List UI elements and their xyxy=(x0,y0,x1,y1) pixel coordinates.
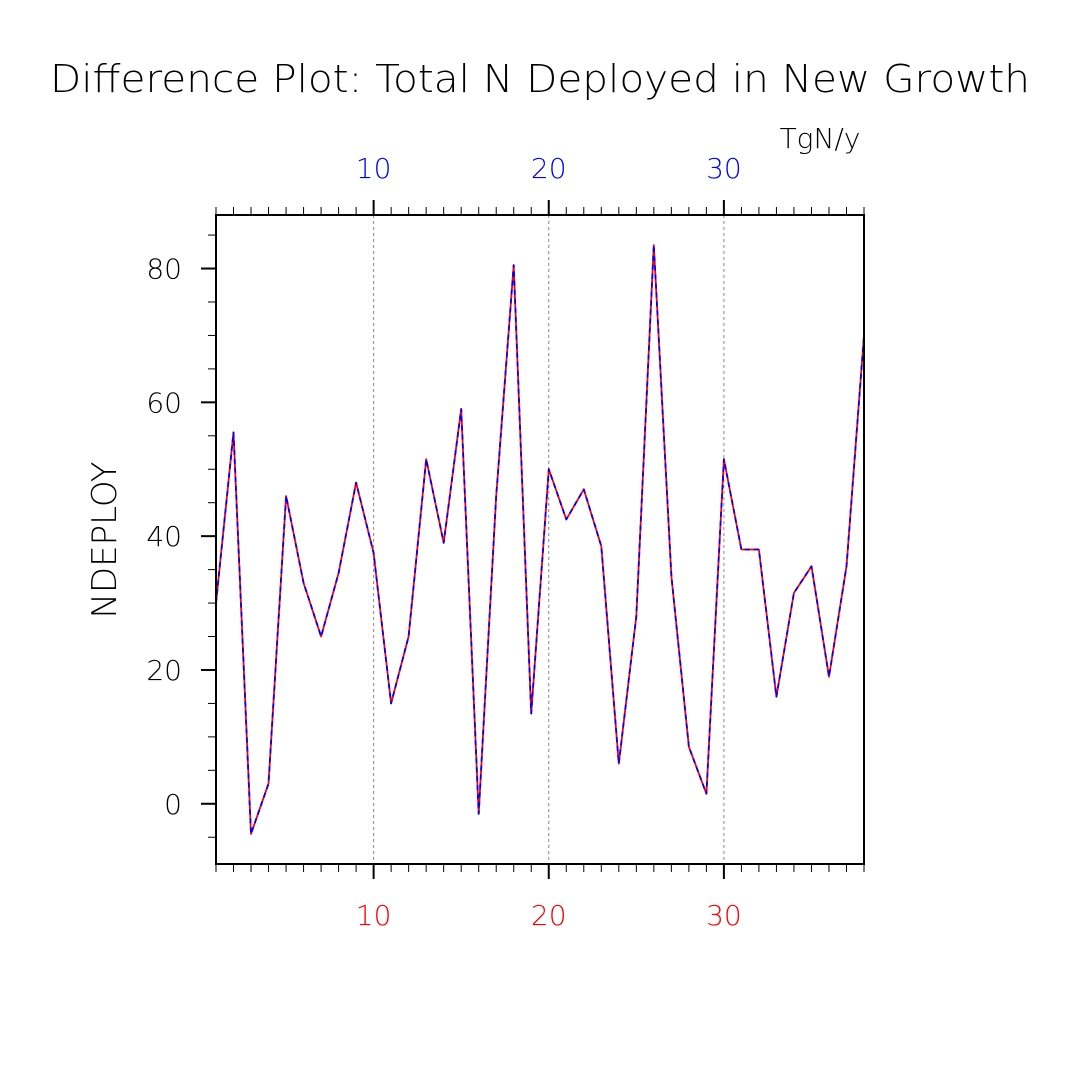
series-line-2 xyxy=(215,244,865,835)
tick-layer xyxy=(201,200,865,879)
y-tick-label: 40 xyxy=(146,520,182,553)
x-bottom-tick-label: 30 xyxy=(706,899,742,932)
label-layer: 10 10 20 20 30 30 0 20 40 60 80 xyxy=(146,152,741,932)
grid-layer xyxy=(373,215,725,864)
x-top-tick-label: 20 xyxy=(531,152,567,185)
y-axis-label: NDEPLOY xyxy=(85,461,125,618)
x-top-tick-label: 10 xyxy=(356,152,392,185)
y-tick-label: 80 xyxy=(146,253,182,286)
y-tick-label: 60 xyxy=(146,386,182,419)
plot-frame xyxy=(215,214,865,865)
y-tick-label: 0 xyxy=(164,788,182,821)
x-bottom-tick-label: 10 xyxy=(356,899,392,932)
series-line-1 xyxy=(215,244,865,835)
chart-title: Difference Plot: Total N Deployed in New… xyxy=(50,57,1030,101)
series-layer xyxy=(215,244,865,835)
x-bottom-tick-label: 20 xyxy=(531,899,567,932)
y-tick-label: 20 xyxy=(146,654,182,687)
units-label: TgN/y xyxy=(780,122,861,155)
x-top-tick-label: 30 xyxy=(706,152,742,185)
